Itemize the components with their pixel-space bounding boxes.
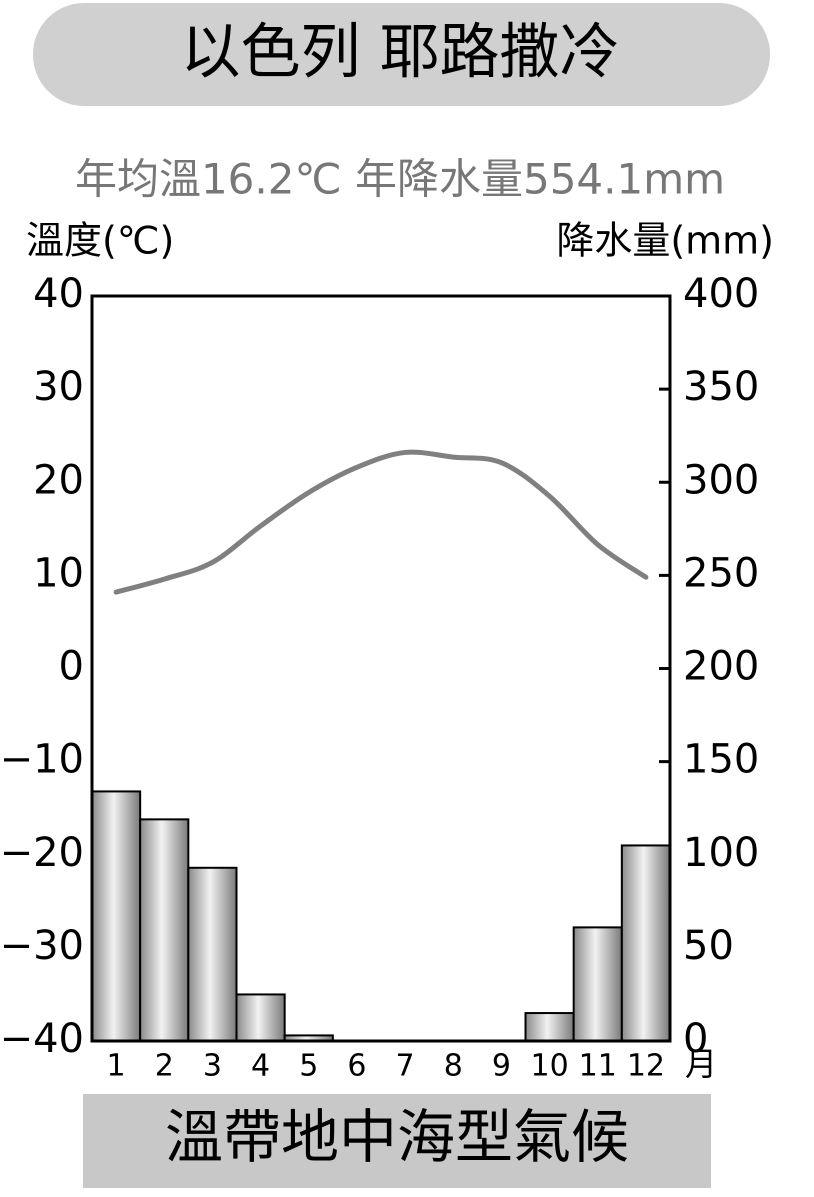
bar — [187, 866, 238, 1042]
title-pill — [33, 3, 770, 106]
x-tick-label: 5 — [299, 1049, 318, 1084]
y2-tick-label: 50 — [683, 923, 734, 969]
y2-tick-label: 200 — [683, 644, 759, 690]
y2-tick-label: 350 — [683, 364, 759, 410]
bar — [91, 790, 142, 1042]
y-tick-label: 0 — [59, 644, 84, 690]
x-tick-label: 6 — [347, 1049, 366, 1084]
chart-title: 以色列 耶路撒冷 — [180, 18, 619, 88]
bar — [620, 844, 671, 1042]
y-axis-label: 溫度(℃) — [26, 219, 174, 263]
y-tick-label: −10 — [0, 737, 84, 783]
y-tick-label: −20 — [0, 830, 84, 876]
footer-box — [83, 1094, 711, 1188]
y2-tick-label: 0 — [683, 1016, 708, 1062]
x-tick-label: 9 — [492, 1049, 511, 1084]
y2-tick-label: 300 — [683, 457, 759, 503]
y2-tick-label: 250 — [683, 550, 759, 596]
y-tick-label: 40 — [33, 271, 84, 317]
plot-frame — [90, 294, 672, 1043]
y-tick-label: −40 — [0, 1016, 84, 1062]
y2-tick-label: 150 — [683, 737, 759, 783]
x-tick-label: 7 — [396, 1049, 415, 1084]
bar — [572, 926, 623, 1043]
subtitle: 年均溫16.2℃ 年降水量554.1mm — [75, 155, 725, 204]
temperature-line — [113, 449, 649, 595]
y-tick-label: 10 — [33, 550, 84, 596]
x-tick-label: 8 — [444, 1049, 463, 1084]
y2-tick-label: 400 — [683, 271, 759, 317]
bar — [524, 1012, 575, 1042]
bar — [139, 818, 190, 1042]
y2-tick-label: 100 — [683, 830, 759, 876]
x-axis-label: 月 — [685, 1045, 717, 1083]
x-tick-label: 10 — [530, 1049, 568, 1084]
y-tick-label: 30 — [33, 364, 84, 410]
footer: 溫帶地中海型氣候 — [165, 1103, 629, 1171]
y2-axis-label: 降水量(mm) — [556, 219, 774, 263]
x-tick-label: 1 — [107, 1049, 126, 1084]
x-tick-label: 12 — [627, 1049, 665, 1084]
y-tick-label: 20 — [33, 457, 84, 503]
x-tick-label: 2 — [155, 1049, 174, 1084]
y-tick-label: −30 — [0, 923, 84, 969]
x-tick-label: 4 — [251, 1049, 270, 1084]
bar — [235, 993, 286, 1042]
x-tick-label: 11 — [579, 1049, 617, 1084]
x-tick-label: 3 — [203, 1049, 222, 1084]
